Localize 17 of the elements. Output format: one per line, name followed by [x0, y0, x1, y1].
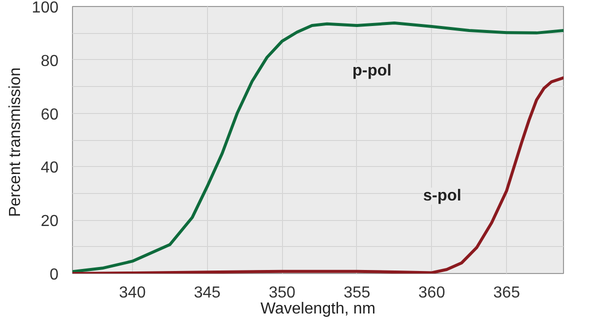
y-tick-label: 40 [40, 160, 59, 177]
x-tick-label: 340 [119, 284, 146, 302]
y-tick-label: 100 [32, 0, 59, 16]
text: s-pol [423, 188, 462, 205]
x-tick-label: 345 [194, 284, 221, 302]
y-axis-title: Percent transmission [6, 68, 24, 217]
text: p-pol [352, 62, 392, 80]
x-tick-label: 360 [418, 284, 446, 302]
line-series [72, 22, 564, 274]
y-tick-label: 80 [40, 52, 59, 70]
x-tick-label: 365 [493, 284, 520, 302]
y-tick-label: 20 [40, 213, 59, 230]
x-axis-title: Wavelength, nm [260, 300, 376, 318]
y-tick-label: 60 [40, 106, 59, 124]
x-tick-label: 355 [344, 284, 370, 302]
x-tick-label: 350 [268, 284, 296, 302]
y-tick-label: 0 [50, 266, 59, 284]
